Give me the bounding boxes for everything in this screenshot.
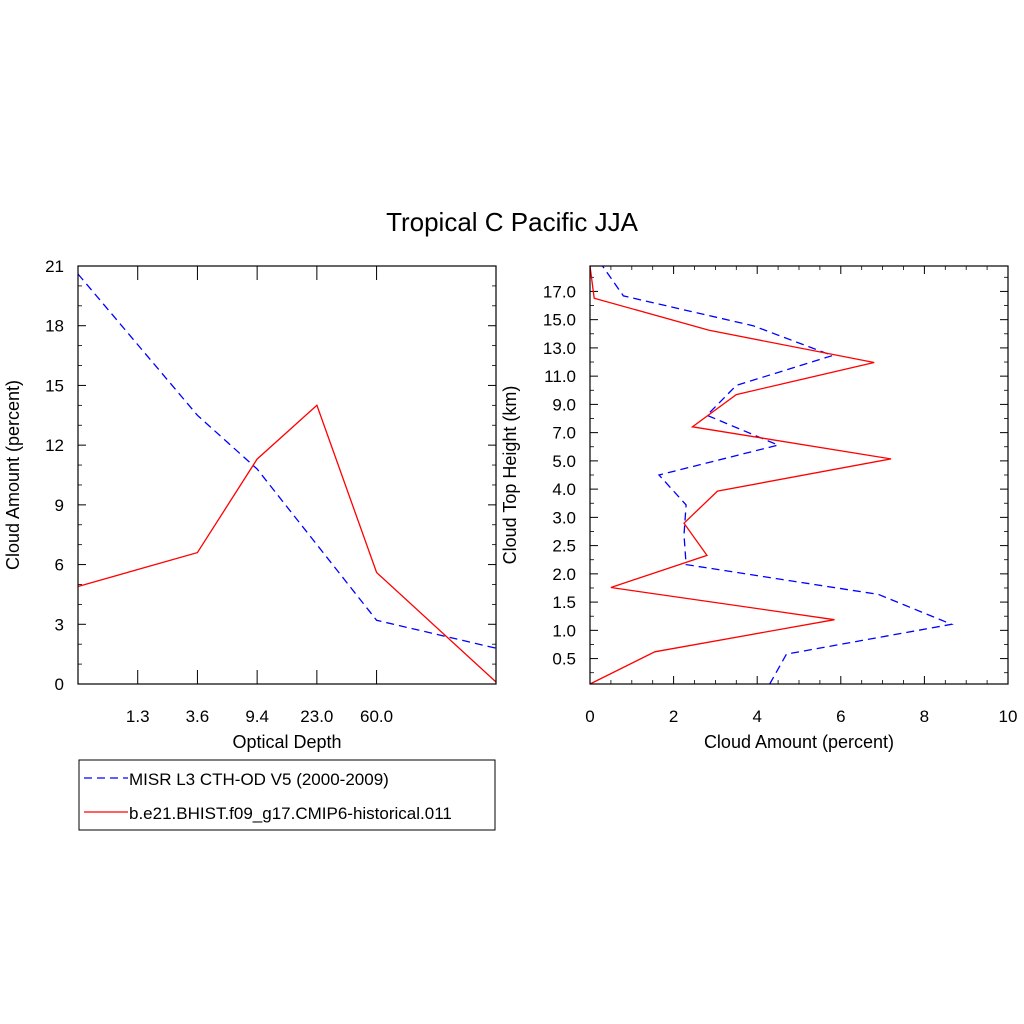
left-y-tick-label: 15 [45, 376, 64, 395]
right-y-tick-label: 2.5 [552, 537, 576, 556]
left-plot-frame [77, 265, 497, 685]
legend-label-misr: MISR L3 CTH-OD V5 (2000-2009) [129, 770, 389, 789]
left-x-tick-label: 3.6 [186, 707, 210, 726]
right-x-tick-label: 4 [752, 707, 761, 726]
right-y-tick-label: 15.0 [543, 311, 576, 330]
left-x-tick-label: 60.0 [360, 707, 393, 726]
right-y-tick-label: 13.0 [543, 339, 576, 358]
right-series-group [589, 265, 954, 685]
left-y-tick-label: 12 [45, 436, 64, 455]
left-x-tick-label: 9.4 [245, 707, 269, 726]
left-series-line-model [77, 404, 497, 683]
right-y-tick-label: 7.0 [552, 424, 576, 443]
legend: MISR L3 CTH-OD V5 (2000-2009) b.e21.BHIS… [78, 759, 496, 831]
right-y-tick-label: 9.0 [552, 395, 576, 414]
right-x-tick-label: 8 [920, 707, 929, 726]
left-y-tick-label: 9 [55, 496, 64, 515]
right-y-tick-label: 5.0 [552, 452, 576, 471]
right-y-tick-label: 11.0 [544, 367, 576, 386]
right-x-tick-labels: 0 2 4 6 8 10 [585, 707, 1017, 726]
right-x-tick-label: 6 [836, 707, 845, 726]
right-y-tick-label: 17.0 [543, 282, 576, 301]
left-minor-ticks [78, 285, 496, 665]
right-minor-ticks [590, 266, 1008, 684]
left-y-tick-label: 0 [55, 675, 64, 694]
right-x-tick-label: 0 [585, 707, 594, 726]
left-chart-optical-depth: 1.3 3.6 9.4 23.0 60.0 0 3 6 9 12 15 18 21 Optical D… [3, 257, 497, 752]
left-y-tick-label: 6 [55, 556, 64, 575]
right-y-tick-label: 1.0 [552, 621, 576, 640]
left-x-tick-label: 23.0 [300, 707, 333, 726]
left-y-axis-label: Cloud Amount (percent) [3, 380, 23, 570]
right-y-tick-label: 4.0 [552, 480, 576, 499]
left-y-tick-label: 21 [45, 257, 64, 276]
left-series-line-misr [77, 273, 497, 649]
left-x-tick-label: 1.3 [126, 707, 150, 726]
left-x-tick-labels: 1.3 3.6 9.4 23.0 60.0 [126, 707, 393, 726]
right-major-ticks [589, 266, 1009, 684]
right-x-axis-label: Cloud Amount (percent) [704, 732, 894, 752]
left-major-ticks [78, 265, 496, 685]
left-y-tick-label: 18 [45, 317, 64, 336]
right-plot-frame [589, 265, 1009, 685]
right-y-tick-label: 2.0 [552, 565, 576, 584]
left-series-group [77, 273, 497, 683]
right-x-tick-label: 10 [999, 707, 1018, 726]
right-series-line-model [589, 265, 892, 685]
right-y-tick-label: 3.0 [552, 508, 576, 527]
legend-box [78, 759, 496, 831]
right-series-line-misr [601, 265, 954, 685]
left-y-tick-label: 3 [55, 615, 64, 634]
right-y-tick-labels: 0.5 1.0 1.5 2.0 2.5 3.0 4.0 5.0 7.0 9.0 11.0 13.0 15… [543, 282, 576, 668]
right-chart-cloud-top-height: 0 2 4 6 8 10 0.5 1.0 1.5 2.0 2.5 3.0 4.0 5.0 7.0 9.0 11… [500, 265, 1017, 752]
chart-title: Tropical C Pacific JJA [386, 207, 639, 237]
right-y-tick-label: 0.5 [552, 650, 576, 669]
left-x-axis-label: Optical Depth [232, 732, 341, 752]
left-y-tick-labels: 0 3 6 9 12 15 18 21 [45, 257, 64, 694]
right-y-axis-label: Cloud Top Height (km) [500, 386, 520, 565]
right-x-tick-label: 2 [669, 707, 678, 726]
legend-label-model: b.e21.BHIST.f09_g17.CMIP6-historical.011 [129, 804, 452, 823]
right-y-tick-label: 1.5 [552, 593, 576, 612]
